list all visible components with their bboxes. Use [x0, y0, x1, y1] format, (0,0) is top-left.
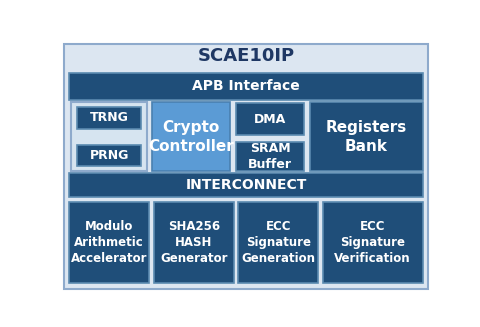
FancyBboxPatch shape: [236, 103, 304, 135]
Text: SHA256
HASH
Generator: SHA256 HASH Generator: [160, 220, 228, 265]
FancyBboxPatch shape: [152, 102, 230, 171]
Text: TRNG: TRNG: [90, 112, 129, 125]
FancyBboxPatch shape: [77, 107, 141, 129]
Text: Modulo
Arithmetic
Accelerator: Modulo Arithmetic Accelerator: [71, 220, 147, 265]
Text: SRAM
Buffer: SRAM Buffer: [248, 143, 292, 171]
Text: ECC
Signature
Verification: ECC Signature Verification: [335, 220, 411, 265]
Text: Registers
Bank: Registers Bank: [326, 120, 407, 154]
Text: SCAE10IP: SCAE10IP: [197, 47, 295, 65]
FancyBboxPatch shape: [69, 202, 149, 284]
Text: Crypto
Controller: Crypto Controller: [148, 120, 234, 154]
FancyBboxPatch shape: [77, 145, 141, 166]
Text: PRNG: PRNG: [89, 149, 129, 162]
Text: INTERCONNECT: INTERCONNECT: [185, 178, 307, 192]
Text: APB Interface: APB Interface: [192, 79, 300, 94]
FancyBboxPatch shape: [323, 202, 423, 284]
FancyBboxPatch shape: [238, 202, 318, 284]
Text: DMA: DMA: [254, 113, 286, 126]
FancyBboxPatch shape: [310, 102, 423, 171]
FancyBboxPatch shape: [154, 202, 234, 284]
FancyBboxPatch shape: [64, 44, 428, 288]
FancyBboxPatch shape: [236, 143, 304, 171]
FancyBboxPatch shape: [71, 102, 147, 171]
FancyBboxPatch shape: [69, 173, 423, 197]
FancyBboxPatch shape: [69, 73, 423, 100]
Text: ECC
Signature
Generation: ECC Signature Generation: [241, 220, 315, 265]
